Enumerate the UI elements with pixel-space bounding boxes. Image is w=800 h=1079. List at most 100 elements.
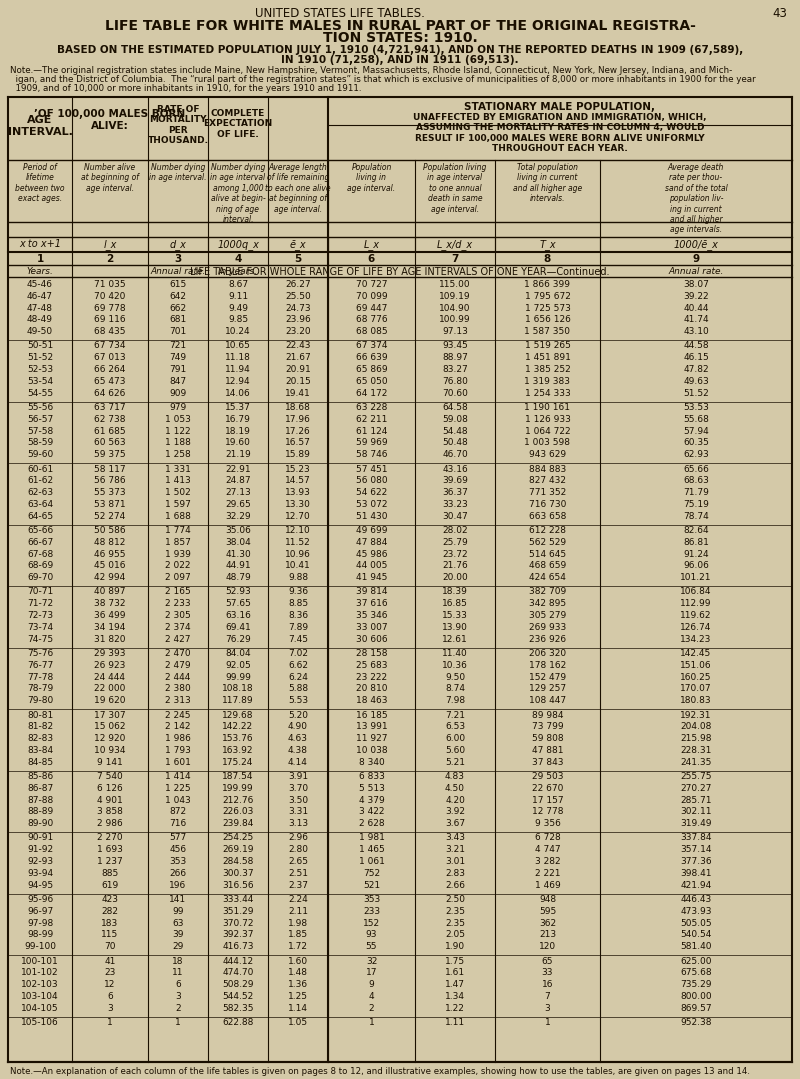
Text: 1 656 126: 1 656 126 xyxy=(525,315,570,325)
Text: 282: 282 xyxy=(102,906,118,916)
Text: 63: 63 xyxy=(172,918,184,928)
Text: 2.66: 2.66 xyxy=(445,880,465,890)
Text: 5.60: 5.60 xyxy=(445,746,465,755)
Text: 468 659: 468 659 xyxy=(529,561,566,571)
Text: 416.73: 416.73 xyxy=(222,942,254,952)
Text: 68 435: 68 435 xyxy=(94,327,126,337)
Text: Number dying
in age interval.: Number dying in age interval. xyxy=(150,163,206,182)
Text: 1 469: 1 469 xyxy=(534,880,560,890)
Text: 12 920: 12 920 xyxy=(94,734,126,743)
Text: 30 606: 30 606 xyxy=(356,634,387,644)
Text: 62 738: 62 738 xyxy=(94,414,126,424)
Text: 255.75: 255.75 xyxy=(680,771,712,781)
Text: 1.48: 1.48 xyxy=(288,968,308,978)
Text: 16.85: 16.85 xyxy=(442,599,468,609)
Text: igan, and the District of Columbia.  The “rural part of the registration states”: igan, and the District of Columbia. The … xyxy=(10,76,756,84)
Text: 2 233: 2 233 xyxy=(165,599,191,609)
Text: 3.92: 3.92 xyxy=(445,807,465,817)
Text: 196: 196 xyxy=(170,880,186,890)
Text: 212.76: 212.76 xyxy=(222,795,254,805)
Text: 29 393: 29 393 xyxy=(94,648,126,658)
Text: 71-72: 71-72 xyxy=(27,599,53,609)
Text: 38 732: 38 732 xyxy=(94,599,126,609)
Text: 6 833: 6 833 xyxy=(358,771,385,781)
Text: 76.80: 76.80 xyxy=(442,377,468,386)
Text: 152: 152 xyxy=(363,918,380,928)
Text: 233: 233 xyxy=(363,906,380,916)
Text: 46.15: 46.15 xyxy=(683,353,709,363)
Text: 87-88: 87-88 xyxy=(27,795,53,805)
Text: 92.05: 92.05 xyxy=(225,660,251,670)
Text: 175.24: 175.24 xyxy=(222,757,254,767)
Text: 15 062: 15 062 xyxy=(94,722,126,732)
Text: 8.67: 8.67 xyxy=(228,279,248,289)
Text: L_x: L_x xyxy=(363,240,379,250)
Text: 1.90: 1.90 xyxy=(445,942,465,952)
Text: 2 470: 2 470 xyxy=(165,648,191,658)
Text: 37 843: 37 843 xyxy=(532,757,563,767)
Text: 96.06: 96.06 xyxy=(683,561,709,571)
Text: 23.96: 23.96 xyxy=(285,315,311,325)
Text: 78.74: 78.74 xyxy=(683,511,709,521)
Text: 4.20: 4.20 xyxy=(445,795,465,805)
Text: 59 808: 59 808 xyxy=(532,734,563,743)
Text: 13 991: 13 991 xyxy=(356,722,387,732)
Text: 11.40: 11.40 xyxy=(442,648,468,658)
Text: 23.72: 23.72 xyxy=(442,549,468,559)
Text: 64-65: 64-65 xyxy=(27,511,53,521)
Text: 38.07: 38.07 xyxy=(683,279,709,289)
Text: 81-82: 81-82 xyxy=(27,722,53,732)
Text: 57.94: 57.94 xyxy=(683,426,709,436)
Text: 14.06: 14.06 xyxy=(225,388,251,398)
Text: 675.68: 675.68 xyxy=(680,968,712,978)
Text: 12: 12 xyxy=(104,980,116,989)
Text: 1 061: 1 061 xyxy=(358,857,385,866)
Text: 2 142: 2 142 xyxy=(166,722,190,732)
Text: 47.82: 47.82 xyxy=(683,365,709,374)
Text: 19 620: 19 620 xyxy=(94,696,126,706)
Text: 99.99: 99.99 xyxy=(225,672,251,682)
Text: 22 000: 22 000 xyxy=(94,684,126,694)
Text: 23: 23 xyxy=(104,968,116,978)
Text: 40.44: 40.44 xyxy=(683,303,709,313)
Text: 1 254 333: 1 254 333 xyxy=(525,388,570,398)
Text: 151.06: 151.06 xyxy=(680,660,712,670)
Text: 2 097: 2 097 xyxy=(165,573,191,583)
Text: 72-73: 72-73 xyxy=(27,611,53,620)
Text: 9.36: 9.36 xyxy=(288,587,308,597)
Text: 28 158: 28 158 xyxy=(356,648,387,658)
Text: 423: 423 xyxy=(102,894,118,904)
Text: 2 270: 2 270 xyxy=(97,833,123,843)
Text: 3.91: 3.91 xyxy=(288,771,308,781)
Text: 6: 6 xyxy=(175,980,181,989)
Text: 6.24: 6.24 xyxy=(288,672,308,682)
Text: 192.31: 192.31 xyxy=(680,710,712,720)
Text: 752: 752 xyxy=(363,869,380,878)
Text: 540.54: 540.54 xyxy=(680,930,712,940)
Text: 22 670: 22 670 xyxy=(532,783,563,793)
Text: 15.89: 15.89 xyxy=(285,450,311,460)
Text: 2 479: 2 479 xyxy=(165,660,191,670)
Text: 424 654: 424 654 xyxy=(529,573,566,583)
Text: 120: 120 xyxy=(539,942,556,952)
Text: 305 279: 305 279 xyxy=(529,611,566,620)
Text: 13.90: 13.90 xyxy=(442,623,468,632)
Text: 93.45: 93.45 xyxy=(442,341,468,351)
Text: 1 597: 1 597 xyxy=(165,500,191,509)
Text: 39 814: 39 814 xyxy=(356,587,387,597)
Text: 1 857: 1 857 xyxy=(165,537,191,547)
Text: 88.97: 88.97 xyxy=(442,353,468,363)
Text: 4 747: 4 747 xyxy=(534,845,560,855)
Text: 51.52: 51.52 xyxy=(683,388,709,398)
Text: 13.30: 13.30 xyxy=(285,500,311,509)
Text: 204.08: 204.08 xyxy=(680,722,712,732)
Text: 88-89: 88-89 xyxy=(27,807,53,817)
Text: 55 373: 55 373 xyxy=(94,488,126,497)
Text: 370.72: 370.72 xyxy=(222,918,254,928)
Text: 99-100: 99-100 xyxy=(24,942,56,952)
Text: 5: 5 xyxy=(294,254,302,264)
Text: AGE
INTERVAL.: AGE INTERVAL. xyxy=(7,115,73,137)
Text: 9: 9 xyxy=(369,980,374,989)
Text: 199.99: 199.99 xyxy=(222,783,254,793)
Text: 70 099: 70 099 xyxy=(356,291,387,301)
